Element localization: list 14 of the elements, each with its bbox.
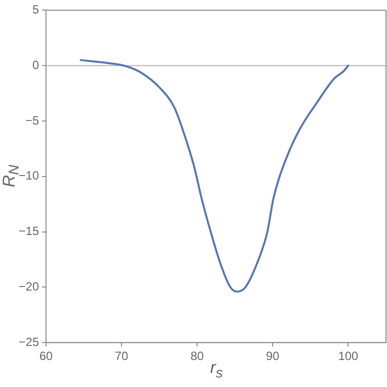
x-tick-label: 70 — [114, 349, 129, 364]
x-tick-label: 60 — [39, 349, 53, 364]
y-tick-label: −25 — [18, 334, 40, 349]
y-tick-label: −5 — [25, 113, 40, 128]
y-tick-label: −20 — [18, 280, 40, 294]
x-tick-label: 90 — [266, 349, 280, 364]
x-axis-title: r$_{s}$ — [210, 358, 223, 382]
y-tick-label: −15 — [18, 224, 40, 238]
y-tick-label: −10 — [18, 168, 40, 183]
y-tick-label: 5 — [32, 2, 40, 17]
line-series — [80, 59, 350, 293]
y-tick-label: 0 — [32, 58, 40, 72]
x-tick-label: 100 — [338, 349, 359, 364]
x-tick-label: 80 — [190, 349, 204, 364]
